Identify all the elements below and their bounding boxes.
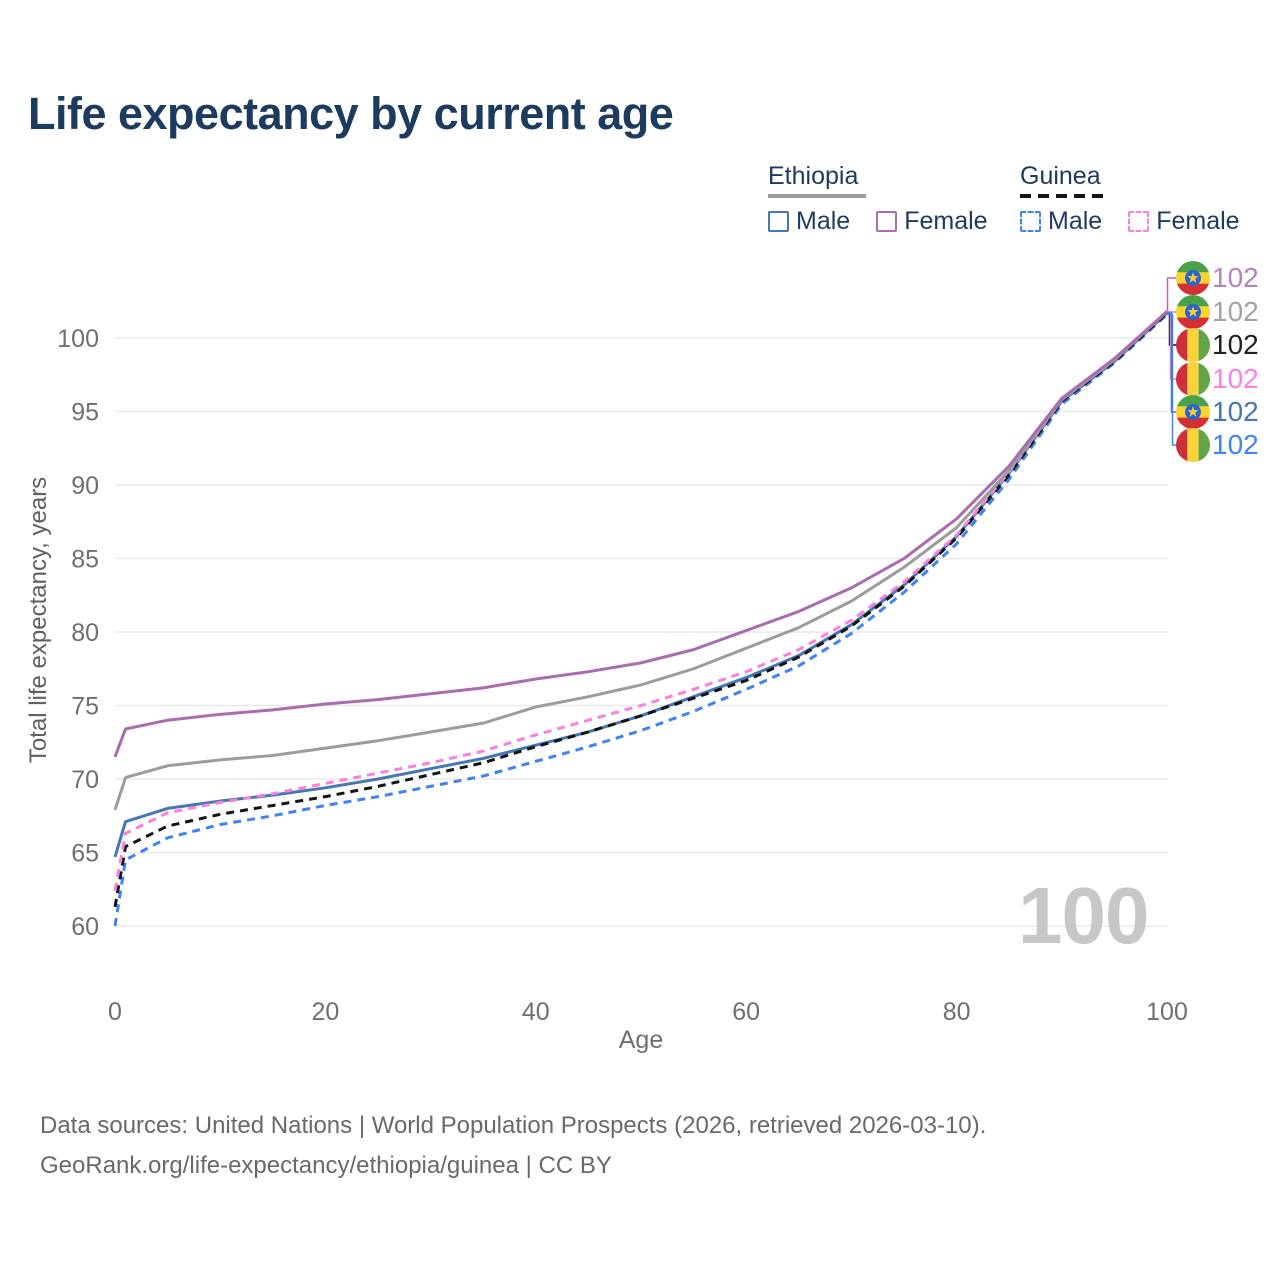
- x-tick-label: 0: [108, 998, 122, 1026]
- y-tick-label: 60: [71, 913, 99, 941]
- series-line-ethiopia-female: [113, 310, 1168, 758]
- y-tick-label: 65: [71, 840, 99, 868]
- license-line: GeoRank.org/life-expectancy/ethiopia/gui…: [40, 1152, 612, 1179]
- ethiopia-flag-icon: [1176, 261, 1210, 295]
- x-tick-label: 60: [732, 998, 760, 1026]
- ethiopia-male-swatch-icon: [768, 211, 789, 232]
- x-axis-title: Age: [619, 1026, 663, 1054]
- legend-item-guinea-female[interactable]: Female: [1128, 207, 1240, 236]
- y-tick-label: 80: [71, 619, 99, 647]
- legend-country-label-guinea: Guinea: [1020, 162, 1101, 190]
- end-value-label-ethiopia-female: 102: [1212, 262, 1259, 293]
- leader-line-ethiopia-male: [1167, 312, 1177, 413]
- legend-item-guinea-male[interactable]: Male: [1020, 207, 1102, 236]
- y-axis-title: Total life expectancy, years: [25, 477, 52, 763]
- legend-item-label: Female: [1156, 207, 1240, 235]
- leader-line-guinea-female: [1167, 310, 1177, 380]
- y-tick-label: 100: [57, 325, 99, 353]
- chart-footer: Data sources: United Nations | World Pop…: [40, 1106, 986, 1186]
- legend-item-ethiopia-female[interactable]: Female: [876, 207, 988, 236]
- guinea-flag-icon: [1176, 428, 1210, 462]
- guinea-line-style-sample: [1020, 194, 1106, 198]
- legend-group-ethiopia: Ethiopia Male Female: [768, 162, 988, 236]
- y-tick-label: 90: [71, 472, 99, 500]
- guinea-flag-icon: [1176, 328, 1210, 362]
- legend-country-label-ethiopia: Ethiopia: [768, 162, 859, 190]
- y-tick-label: 85: [71, 546, 99, 574]
- series-line-ethiopia-male: [113, 311, 1169, 858]
- ethiopia-flag-icon: [1176, 295, 1210, 329]
- y-tick-label: 70: [71, 766, 99, 794]
- y-tick-label: 95: [71, 399, 99, 427]
- series-line-guinea-female: [113, 310, 1169, 891]
- data-sources-line: Data sources: United Nations | World Pop…: [40, 1112, 987, 1139]
- legend-item-label: Male: [1048, 207, 1103, 235]
- guinea-flag-icon: [1176, 362, 1210, 396]
- series-line-ethiopia: [113, 310, 1169, 811]
- end-value-label-guinea: 102: [1212, 329, 1259, 360]
- legend-item-label: Female: [904, 207, 988, 235]
- chart-legend: Ethiopia Male Female Guinea Male: [0, 162, 1280, 242]
- legend-item-label: Male: [796, 207, 851, 235]
- end-value-label-guinea-female: 102: [1212, 363, 1259, 394]
- chart-watermark: 100: [1018, 871, 1149, 960]
- leader-line-guinea-male: [1167, 313, 1177, 446]
- end-value-label-guinea-male: 102: [1212, 429, 1259, 460]
- end-value-label-ethiopia-male: 102: [1212, 396, 1259, 427]
- ethiopia-female-swatch-icon: [876, 211, 898, 232]
- ethiopia-line-style-sample: [768, 194, 866, 198]
- ethiopia-flag-icon: [1176, 395, 1210, 429]
- page-title: Life expectancy by current age: [28, 88, 674, 139]
- legend-group-guinea: Guinea Male Female: [1020, 162, 1240, 236]
- x-tick-label: 80: [943, 998, 971, 1026]
- end-value-label-ethiopia: 102: [1212, 296, 1259, 327]
- x-tick-label: 100: [1146, 998, 1188, 1026]
- legend-item-ethiopia-male[interactable]: Male: [768, 207, 850, 236]
- guinea-male-swatch-icon: [1020, 211, 1041, 232]
- series-line-guinea: [113, 311, 1169, 908]
- series-line-guinea-male: [113, 313, 1169, 927]
- x-tick-label: 20: [311, 998, 339, 1026]
- guinea-female-swatch-icon: [1128, 211, 1150, 232]
- y-tick-label: 75: [71, 693, 99, 721]
- x-tick-label: 40: [522, 998, 550, 1026]
